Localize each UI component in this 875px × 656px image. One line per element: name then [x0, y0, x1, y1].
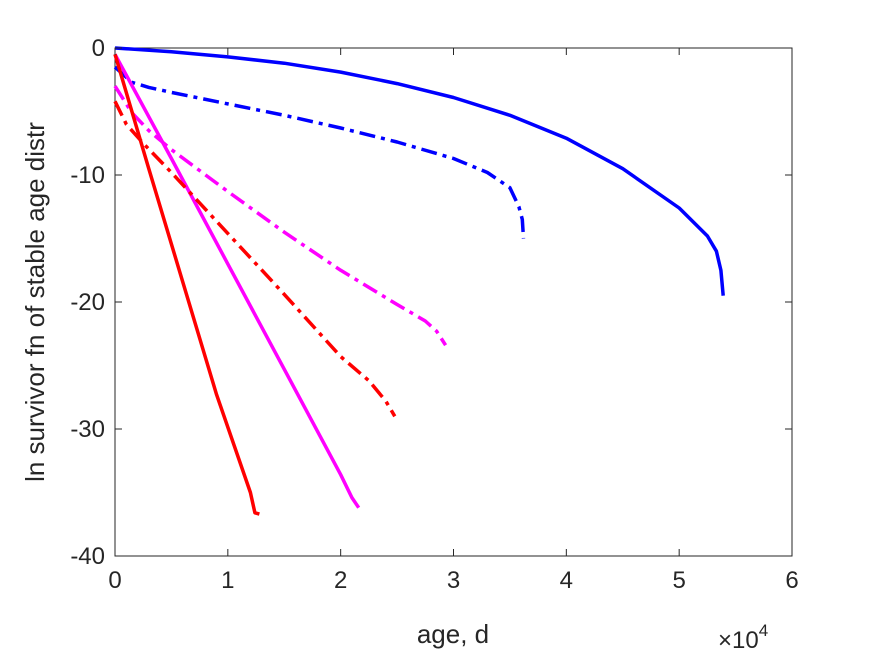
series-line-4 — [113, 53, 260, 516]
series-line-1 — [113, 65, 526, 239]
series-line-5 — [113, 100, 397, 418]
x-tick-label-0: 0 — [108, 567, 121, 594]
x-tick-label-1: 1 — [221, 567, 234, 594]
x-tick-label-3: 3 — [447, 567, 460, 594]
x-exponent-power: 4 — [759, 621, 768, 640]
x-exponent: ×104 — [718, 621, 768, 654]
y-tick-label-1: -10 — [70, 162, 105, 189]
series-line-0 — [114, 46, 725, 296]
x-axis-label: age, d — [417, 619, 489, 649]
plot-area — [114, 47, 793, 557]
x-tick-label-2: 2 — [334, 567, 347, 594]
x-exponent-base: ×10 — [718, 627, 759, 654]
x-tick-label-6: 6 — [785, 567, 798, 594]
axes-layer: 0 1 2 3 4 5 6 0 -10 -20 -30 -40 — [70, 35, 798, 594]
y-axis-label: ln survivor fn of stable age distr — [20, 122, 50, 482]
x-tick-label-4: 4 — [560, 567, 573, 594]
series-layer — [113, 46, 725, 516]
y-tick-label-0: 0 — [92, 35, 105, 62]
y-tick-label-2: -20 — [70, 289, 105, 316]
series-line-3 — [113, 85, 448, 347]
series-line-2 — [113, 53, 361, 509]
y-tick-label-3: -30 — [70, 416, 105, 443]
x-tick-label-5: 5 — [672, 567, 685, 594]
y-tick-label-4: -40 — [70, 543, 105, 570]
